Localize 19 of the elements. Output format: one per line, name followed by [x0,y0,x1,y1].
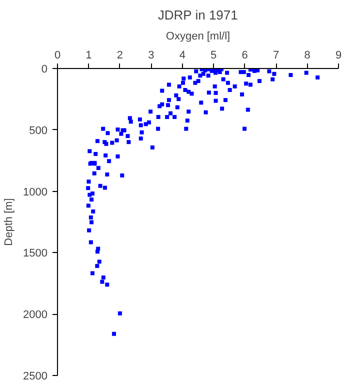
y-tick-label: 1500 [23,248,48,260]
y-axis-title: Depth [m] [3,198,16,246]
y-tick-label: 2500 [23,370,48,382]
x-axis-title: Oxygen [ml/l] [166,30,230,42]
y-tick-label: 1000 [23,186,48,198]
x-tick-label: 8 [304,50,310,62]
x-tick-label: 2 [116,50,124,62]
x-tick-label: 1 [86,50,92,62]
x-tick-label: 9 [335,50,342,62]
x-tick-label: 6 [242,50,248,62]
chart-title: JDRP in 1971 [158,8,238,22]
x-tick-label: 3 [148,50,154,62]
x-tick-label: 5 [210,50,217,62]
y-tick-label: 500 [29,124,48,137]
y-tick-label: 0 [41,64,48,76]
x-tick-label: 0 [54,50,61,62]
x-tick-label: 7 [272,50,280,62]
x-tick-label: 4 [179,50,186,62]
y-tick-label: 2000 [23,309,48,322]
